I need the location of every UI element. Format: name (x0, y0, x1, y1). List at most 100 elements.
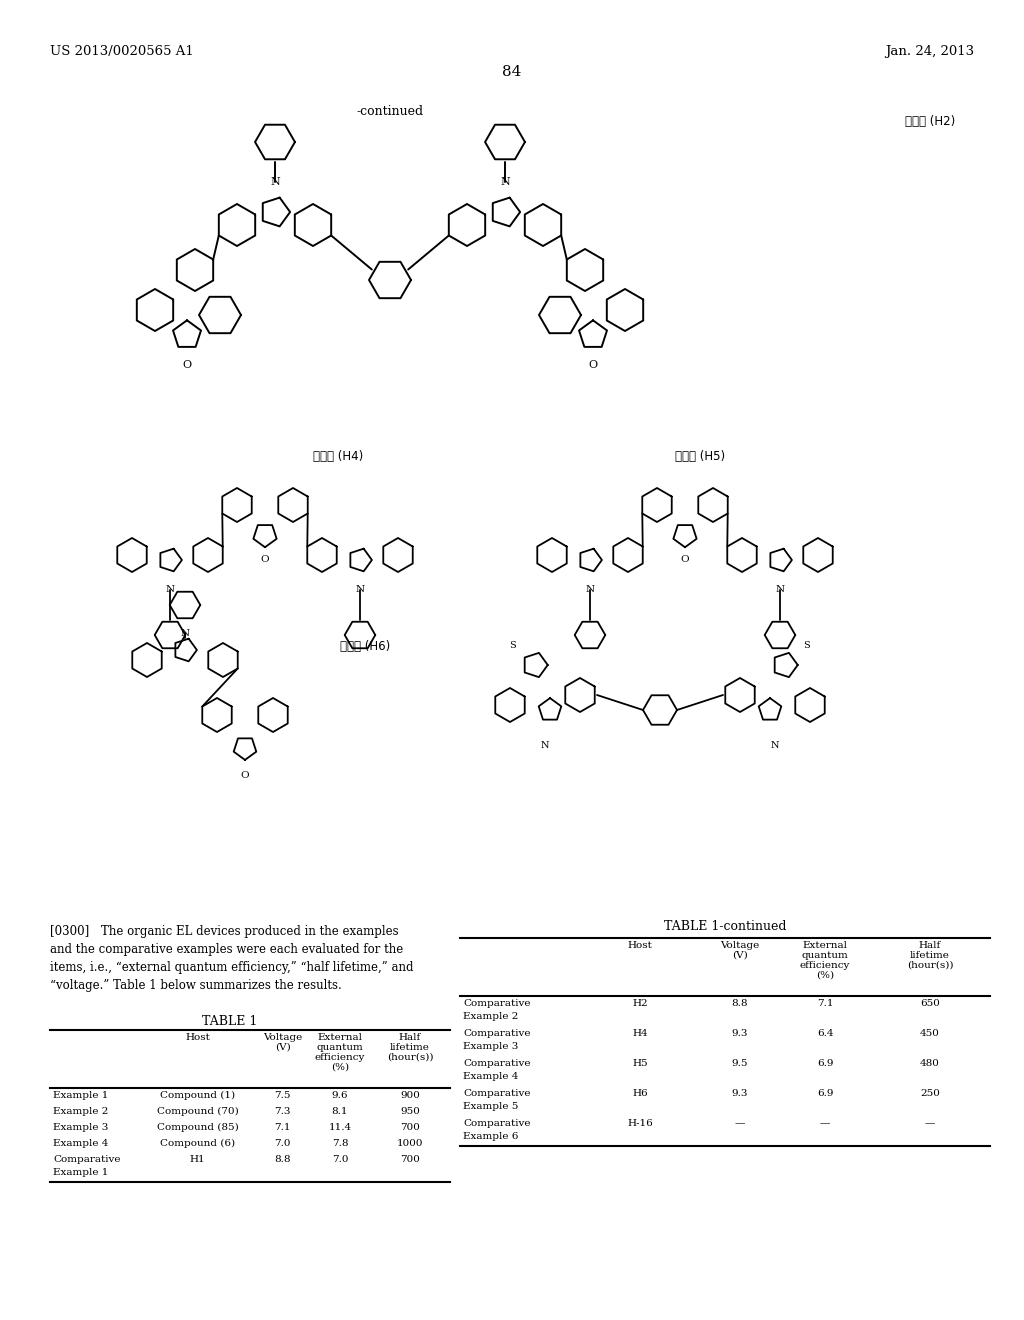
Text: 7.1: 7.1 (274, 1123, 291, 1133)
Text: Comparative: Comparative (463, 1059, 530, 1068)
Text: (%): (%) (816, 972, 835, 979)
Text: —: — (735, 1119, 745, 1129)
Text: 250: 250 (920, 1089, 940, 1098)
Text: Example 3: Example 3 (463, 1041, 518, 1051)
Text: (hour(s)): (hour(s)) (906, 961, 953, 970)
Text: H4: H4 (632, 1030, 648, 1038)
Text: lifetime: lifetime (910, 950, 950, 960)
Text: Jan. 24, 2013: Jan. 24, 2013 (885, 45, 974, 58)
Text: -continued: -continued (356, 106, 424, 117)
Text: Example 5: Example 5 (463, 1102, 518, 1111)
Text: Example 6: Example 6 (463, 1133, 518, 1140)
Text: N: N (355, 586, 365, 594)
Text: Compound (70): Compound (70) (157, 1107, 239, 1117)
Text: Example 1: Example 1 (53, 1092, 109, 1100)
Text: O: O (182, 360, 191, 370)
Text: 化合物 (H2): 化合物 (H2) (905, 115, 955, 128)
Text: 700: 700 (400, 1155, 420, 1164)
Text: H-16: H-16 (627, 1119, 653, 1129)
Text: Host: Host (628, 941, 652, 950)
Text: External: External (317, 1034, 362, 1041)
Text: H6: H6 (632, 1089, 648, 1098)
Text: Example 4: Example 4 (53, 1139, 109, 1148)
Text: H5: H5 (632, 1059, 648, 1068)
Text: Example 1: Example 1 (53, 1168, 109, 1177)
Text: —: — (925, 1119, 935, 1129)
Text: Voltage: Voltage (720, 941, 760, 950)
Text: Example 3: Example 3 (53, 1123, 109, 1133)
Text: Example 4: Example 4 (463, 1072, 518, 1081)
Text: (%): (%) (331, 1063, 349, 1072)
Text: N: N (775, 586, 784, 594)
Text: Compound (6): Compound (6) (160, 1139, 236, 1148)
Text: S: S (510, 640, 516, 649)
Text: N: N (586, 586, 595, 594)
Text: (V): (V) (274, 1043, 291, 1052)
Text: and the comparative examples were each evaluated for the: and the comparative examples were each e… (50, 942, 403, 956)
Text: O: O (681, 556, 689, 565)
Text: Host: Host (185, 1034, 210, 1041)
Text: N: N (500, 177, 510, 187)
Text: Comparative: Comparative (53, 1155, 121, 1164)
Text: S: S (804, 640, 810, 649)
Text: 7.1: 7.1 (817, 999, 834, 1008)
Text: (V): (V) (732, 950, 748, 960)
Text: Example 2: Example 2 (463, 1012, 518, 1020)
Text: 84: 84 (503, 65, 521, 79)
Text: External: External (803, 941, 848, 950)
Text: 950: 950 (400, 1107, 420, 1115)
Text: N: N (180, 628, 189, 638)
Text: 8.1: 8.1 (332, 1107, 348, 1115)
Text: Half: Half (399, 1034, 421, 1041)
Text: TABLE 1-continued: TABLE 1-continued (664, 920, 786, 933)
Text: O: O (589, 360, 598, 370)
Text: quantum: quantum (802, 950, 848, 960)
Text: Voltage: Voltage (263, 1034, 302, 1041)
Text: 9.3: 9.3 (732, 1030, 749, 1038)
Text: Half: Half (919, 941, 941, 950)
Text: 650: 650 (920, 999, 940, 1008)
Text: [0300] The organic EL devices produced in the examples: [0300] The organic EL devices produced i… (50, 925, 398, 939)
Text: 9.3: 9.3 (732, 1089, 749, 1098)
Text: 900: 900 (400, 1092, 420, 1100)
Text: 480: 480 (920, 1059, 940, 1068)
Text: TABLE 1: TABLE 1 (203, 1015, 258, 1028)
Text: —: — (820, 1119, 830, 1129)
Text: 700: 700 (400, 1123, 420, 1133)
Text: Comparative: Comparative (463, 1089, 530, 1098)
Text: 8.8: 8.8 (732, 999, 749, 1008)
Text: Comparative: Comparative (463, 1119, 530, 1129)
Text: N: N (541, 741, 549, 750)
Text: N: N (771, 741, 779, 750)
Text: Comparative: Comparative (463, 1030, 530, 1038)
Text: 7.3: 7.3 (274, 1107, 291, 1115)
Text: 6.4: 6.4 (817, 1030, 834, 1038)
Text: Compound (1): Compound (1) (160, 1092, 236, 1100)
Text: N: N (270, 177, 280, 187)
Text: O: O (241, 771, 249, 780)
Text: 9.5: 9.5 (732, 1059, 749, 1068)
Text: efficiency: efficiency (314, 1053, 366, 1063)
Text: Compound (85): Compound (85) (157, 1123, 239, 1133)
Text: 450: 450 (920, 1030, 940, 1038)
Text: O: O (261, 556, 269, 565)
Text: (hour(s)): (hour(s)) (387, 1053, 433, 1063)
Text: H1: H1 (189, 1155, 206, 1164)
Text: 7.8: 7.8 (332, 1139, 348, 1148)
Text: 7.0: 7.0 (332, 1155, 348, 1164)
Text: H2: H2 (632, 999, 648, 1008)
Text: 8.8: 8.8 (274, 1155, 291, 1164)
Text: 6.9: 6.9 (817, 1059, 834, 1068)
Text: US 2013/0020565 A1: US 2013/0020565 A1 (50, 45, 194, 58)
Text: quantum: quantum (316, 1043, 364, 1052)
Text: lifetime: lifetime (390, 1043, 430, 1052)
Text: items, i.e., “external quantum efficiency,” “half lifetime,” and: items, i.e., “external quantum efficienc… (50, 961, 414, 974)
Text: Example 2: Example 2 (53, 1107, 109, 1115)
Text: efficiency: efficiency (800, 961, 850, 970)
Text: 化合物 (H5): 化合物 (H5) (675, 450, 725, 463)
Text: Comparative: Comparative (463, 999, 530, 1008)
Text: 1000: 1000 (396, 1139, 423, 1148)
Text: 11.4: 11.4 (329, 1123, 351, 1133)
Text: N: N (166, 586, 174, 594)
Text: 6.9: 6.9 (817, 1089, 834, 1098)
